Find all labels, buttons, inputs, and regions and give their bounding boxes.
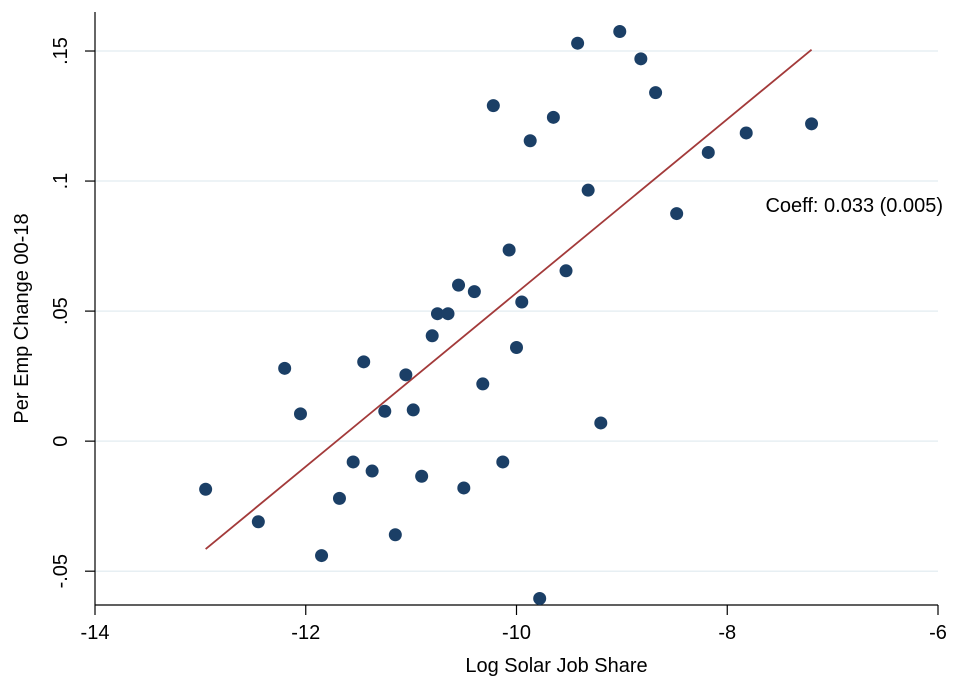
data-point — [510, 341, 523, 355]
data-point — [406, 403, 420, 417]
data-point — [378, 404, 392, 418]
coefficient-annotation: Coeff: 0.033 (0.005) — [765, 195, 943, 217]
data-point — [739, 126, 753, 140]
data-point — [452, 278, 466, 292]
data-point — [365, 464, 379, 478]
data-point — [293, 407, 307, 421]
y-tick-label: .1 — [50, 173, 72, 190]
axes — [94, 12, 938, 606]
data-point — [515, 295, 529, 309]
x-tick-label: -14 — [81, 622, 110, 644]
data-point — [594, 416, 608, 430]
x-tick-label: -10 — [502, 622, 531, 644]
data-point — [670, 207, 684, 221]
data-point — [546, 110, 560, 124]
data-point — [332, 491, 346, 505]
data-point — [523, 134, 537, 148]
x-tick-label: -12 — [291, 622, 320, 644]
y-tick-label: 0 — [50, 436, 72, 447]
data-point — [613, 25, 627, 39]
data-point — [415, 469, 429, 483]
data-point — [425, 329, 439, 343]
data-point — [533, 591, 547, 605]
x-tick-label: -6 — [929, 622, 947, 644]
fit-line-group — [205, 49, 813, 550]
data-point — [346, 455, 360, 469]
data-point — [634, 52, 648, 66]
data-point — [502, 243, 516, 257]
data-point — [199, 482, 213, 496]
y-tick-label: -.05 — [50, 554, 72, 588]
x-tick-label: -8 — [718, 622, 736, 644]
data-point — [496, 455, 510, 469]
data-point — [571, 36, 585, 50]
data-point — [278, 361, 292, 375]
y-tick-label: .15 — [50, 37, 72, 65]
data-point — [251, 515, 265, 529]
data-point — [315, 549, 329, 563]
ticks: -14 -12 -10 -8 -6 -.05 0 .05 .1 .15 — [50, 37, 947, 644]
data-point — [467, 285, 481, 299]
data-point — [559, 264, 573, 278]
data-points — [199, 25, 819, 605]
data-point — [701, 145, 715, 159]
data-point — [476, 377, 490, 391]
data-point — [441, 307, 455, 321]
x-axis-title: Log Solar Job Share — [465, 655, 647, 677]
data-point — [581, 183, 595, 197]
data-point — [430, 307, 444, 321]
data-point — [649, 86, 663, 100]
data-point — [805, 117, 819, 131]
data-point — [486, 99, 500, 113]
data-point — [457, 481, 471, 495]
data-point — [357, 355, 371, 369]
y-tick-label: .05 — [50, 297, 72, 325]
y-axis-title: Per Emp Change 00-18 — [11, 213, 33, 423]
fit-line — [205, 49, 813, 550]
data-point — [399, 368, 413, 382]
data-point — [388, 528, 402, 542]
grid-lines — [95, 50, 938, 572]
